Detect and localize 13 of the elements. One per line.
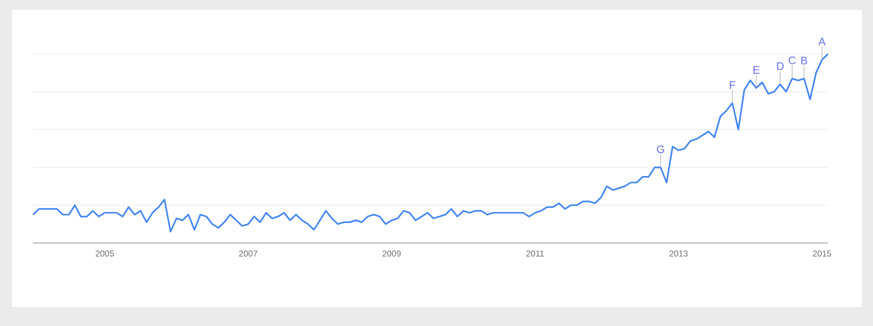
- annotation: B: [801, 56, 808, 64]
- annotation: E: [754, 66, 760, 74]
- x-tick-label: 2005: [96, 250, 114, 257]
- x-tick-label: 2009: [382, 250, 401, 257]
- x-tick-label: 2011: [526, 250, 544, 257]
- x-tick-label: 2013: [670, 250, 688, 257]
- annotation: G: [656, 145, 664, 154]
- annotation: D: [777, 62, 784, 70]
- x-tick-label: 2015: [812, 250, 832, 257]
- annotation: F: [730, 81, 736, 89]
- annotation: A: [818, 38, 826, 46]
- annotation: C: [788, 56, 796, 64]
- x-tick-label: 2007: [239, 250, 258, 257]
